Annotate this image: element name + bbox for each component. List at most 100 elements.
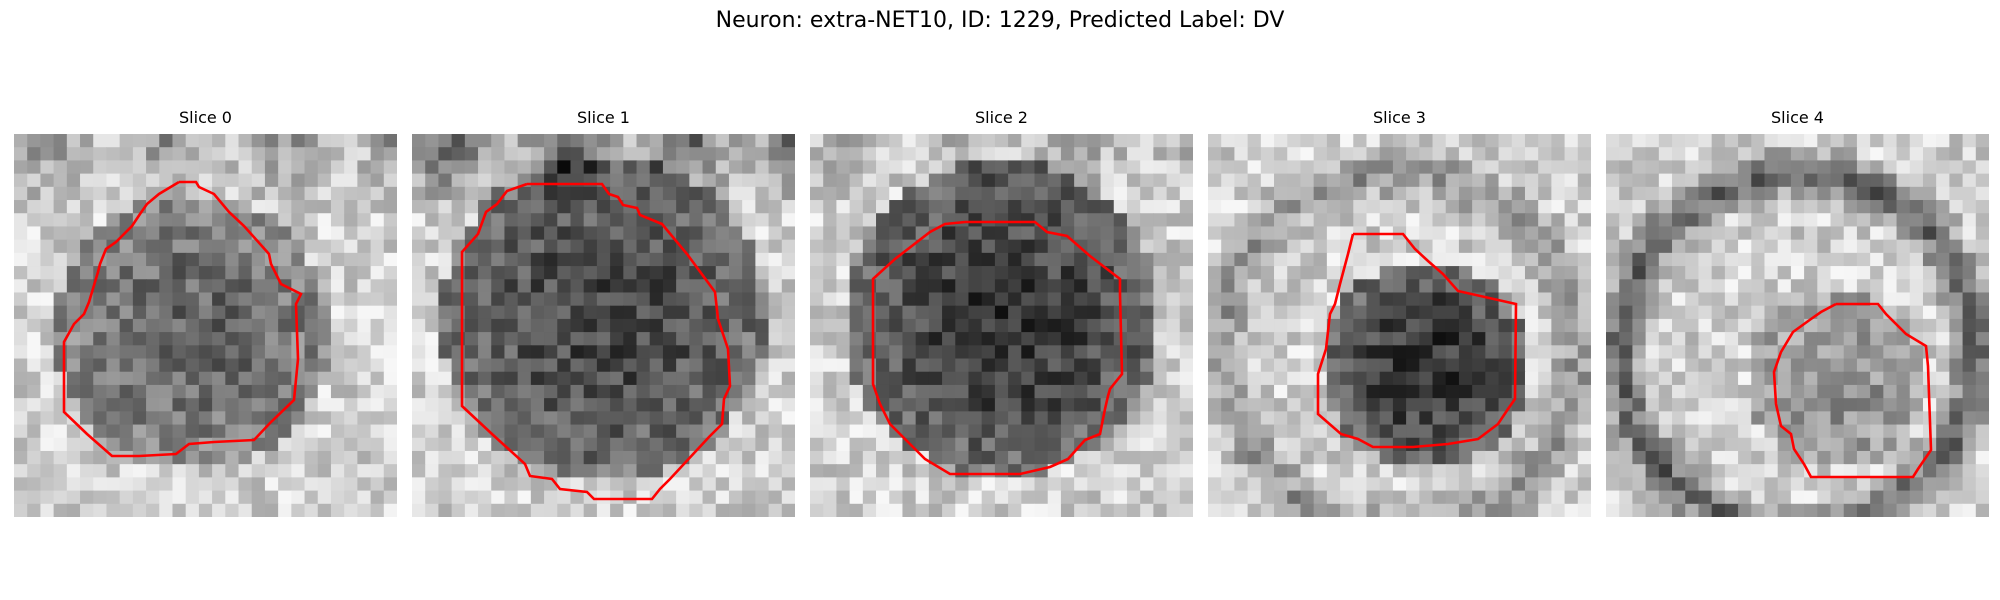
pixel-tile bbox=[1047, 384, 1062, 399]
pixel-tile bbox=[1166, 398, 1181, 412]
pixel-tile bbox=[1606, 464, 1620, 478]
pixel-tile bbox=[464, 279, 479, 294]
pixel-tile bbox=[981, 239, 996, 254]
pixel-tile bbox=[1564, 345, 1579, 360]
pixel-tile bbox=[1340, 450, 1354, 465]
pixel-tile bbox=[1126, 503, 1141, 517]
pixel-tile bbox=[1472, 305, 1486, 320]
pixel-tile bbox=[1379, 266, 1394, 280]
pixel-tile bbox=[1564, 332, 1579, 346]
pixel-tile bbox=[902, 477, 917, 492]
pixel-tile bbox=[1724, 200, 1739, 214]
pixel-tile bbox=[1034, 173, 1049, 188]
pixel-tile bbox=[662, 292, 677, 307]
slice-title-2: Slice 2 bbox=[975, 108, 1028, 127]
pixel-tile bbox=[1751, 266, 1766, 280]
pixel-tile bbox=[291, 305, 306, 320]
pixel-tile bbox=[689, 239, 704, 254]
pixel-tile bbox=[810, 450, 824, 465]
pixel-tile bbox=[504, 226, 519, 241]
pixel-tile bbox=[876, 358, 890, 373]
pixel-tile bbox=[1922, 477, 1937, 492]
pixel-tile bbox=[836, 450, 851, 465]
pixel-tile bbox=[1353, 332, 1368, 346]
pixel-tile bbox=[1445, 464, 1460, 478]
pixel-tile bbox=[755, 318, 770, 333]
pixel-tile bbox=[1100, 252, 1115, 267]
pixel-tile bbox=[823, 318, 838, 333]
pixel-tile bbox=[132, 147, 147, 162]
pixel-tile bbox=[742, 424, 756, 439]
pixel-tile bbox=[755, 279, 770, 294]
pixel-tile bbox=[304, 252, 319, 267]
pixel-tile bbox=[1498, 173, 1513, 188]
pixel-tile bbox=[544, 345, 558, 360]
pixel-tile bbox=[1472, 424, 1486, 439]
pixel-tile bbox=[742, 398, 756, 412]
pixel-tile bbox=[464, 437, 479, 452]
pixel-tile bbox=[66, 411, 81, 426]
pixel-tile bbox=[198, 371, 213, 386]
pixel-tile bbox=[623, 411, 638, 426]
pixel-tile bbox=[1804, 226, 1818, 241]
pixel-tile bbox=[849, 371, 864, 386]
pixel-tile bbox=[544, 305, 558, 320]
pixel-tile bbox=[504, 213, 519, 228]
pixel-tile bbox=[544, 160, 558, 175]
pixel-tile bbox=[14, 226, 28, 241]
pixel-tile bbox=[836, 384, 851, 399]
pixel-tile bbox=[93, 239, 108, 254]
pixel-tile bbox=[1870, 160, 1884, 175]
pixel-tile bbox=[1100, 200, 1115, 214]
pixel-tile bbox=[198, 292, 213, 307]
pixel-tile bbox=[1551, 160, 1566, 175]
pixel-tile bbox=[781, 332, 795, 346]
pixel-tile bbox=[1021, 186, 1036, 201]
pixel-tile bbox=[1896, 134, 1911, 148]
pixel-tile bbox=[544, 252, 558, 267]
pixel-tile bbox=[1883, 226, 1898, 241]
pixel-tile bbox=[159, 358, 174, 373]
pixel-tile bbox=[1896, 490, 1911, 505]
pixel-tile bbox=[1672, 490, 1686, 505]
pixel-tile bbox=[1485, 173, 1500, 188]
pixel-tile bbox=[849, 160, 864, 175]
pixel-tile bbox=[1738, 305, 1752, 320]
pixel-tile bbox=[1949, 252, 1964, 267]
pixel-tile bbox=[330, 305, 345, 320]
pixel-tile bbox=[570, 318, 585, 333]
pixel-tile bbox=[689, 305, 704, 320]
pixel-tile bbox=[1856, 252, 1871, 267]
pixel-tile bbox=[1619, 490, 1634, 505]
pixel-tile bbox=[1485, 411, 1500, 426]
pixel-tile bbox=[689, 424, 704, 439]
pixel-tile bbox=[1724, 318, 1739, 333]
pixel-tile bbox=[1208, 239, 1222, 254]
pixel-tile bbox=[1896, 411, 1911, 426]
pixel-tile bbox=[902, 345, 917, 360]
pixel-tile bbox=[1087, 160, 1102, 175]
pixel-tile bbox=[1658, 345, 1673, 360]
pixel-tile bbox=[330, 252, 345, 267]
pixel-tile bbox=[1432, 503, 1447, 517]
pixel-tile bbox=[1843, 424, 1858, 439]
pixel-tile bbox=[317, 490, 332, 505]
pixel-tile bbox=[451, 186, 466, 201]
pixel-tile bbox=[412, 318, 426, 333]
pixel-tile bbox=[530, 424, 545, 439]
pixel-tile bbox=[1975, 252, 1989, 267]
pixel-tile bbox=[810, 358, 824, 373]
pixel-tile bbox=[425, 464, 440, 478]
pixel-tile bbox=[172, 464, 187, 478]
pixel-tile bbox=[278, 173, 292, 188]
pixel-tile bbox=[106, 279, 121, 294]
pixel-tile bbox=[383, 134, 397, 148]
pixel-tile bbox=[1406, 464, 1420, 478]
pixel-tile bbox=[768, 173, 783, 188]
pixel-tile bbox=[1577, 266, 1591, 280]
pixel-tile bbox=[823, 173, 838, 188]
pixel-tile bbox=[1087, 305, 1102, 320]
pixel-tile bbox=[1247, 147, 1262, 162]
pixel-tile bbox=[357, 477, 372, 492]
pixel-tile bbox=[1060, 160, 1075, 175]
